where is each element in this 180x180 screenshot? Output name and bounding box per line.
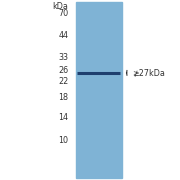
Text: 18: 18 (58, 93, 68, 102)
Text: 14: 14 (58, 113, 68, 122)
Text: 10: 10 (58, 136, 68, 145)
Text: 44: 44 (58, 31, 68, 40)
Text: 22: 22 (58, 77, 68, 86)
Text: 26: 26 (58, 66, 68, 75)
Text: 70: 70 (58, 9, 68, 18)
Text: 33: 33 (58, 53, 68, 62)
Text: kDa: kDa (53, 2, 68, 11)
Text: ≱27kDa: ≱27kDa (132, 68, 165, 77)
FancyBboxPatch shape (76, 2, 122, 178)
